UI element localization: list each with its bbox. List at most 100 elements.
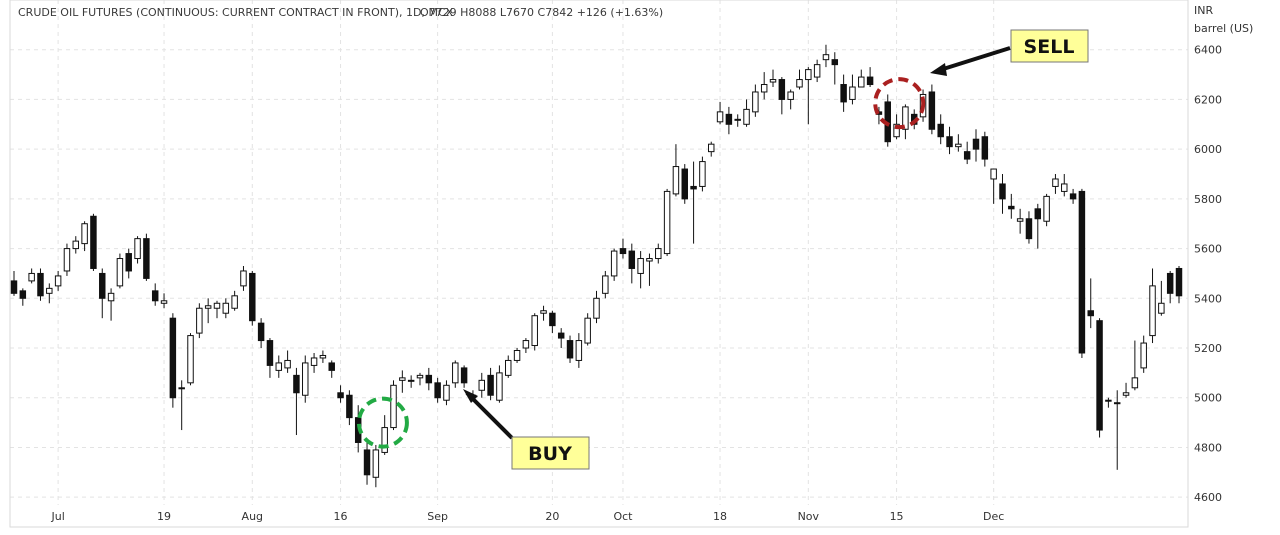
candle xyxy=(628,243,636,284)
y-tick-label: 6200 xyxy=(1194,93,1222,106)
candle-body-up xyxy=(1131,377,1139,389)
candle-body-up xyxy=(116,258,124,287)
candle-body-down xyxy=(460,367,468,384)
candle xyxy=(407,375,415,388)
candle xyxy=(946,126,953,155)
candle xyxy=(266,338,274,378)
y-axis: 4600 4800 5000 5200 5400 5600 5800 6000 6200 6400 xyxy=(1194,44,1222,504)
candle xyxy=(760,72,768,100)
sell-circle-marker xyxy=(873,77,926,130)
candle xyxy=(619,238,627,259)
candle-body-up xyxy=(222,302,230,314)
candle-body-up xyxy=(593,297,600,319)
candle xyxy=(637,251,644,289)
candle xyxy=(28,268,35,284)
candle xyxy=(540,305,547,321)
candle-body-up xyxy=(160,300,168,304)
candle-body-up xyxy=(284,359,291,369)
candle-body-up xyxy=(707,143,715,153)
candle-body-up xyxy=(893,123,900,138)
candle-body-up xyxy=(1043,195,1050,222)
sell-label-box xyxy=(1010,29,1089,63)
candle xyxy=(1149,268,1156,344)
candle-body-down xyxy=(19,290,27,299)
candle xyxy=(831,52,839,85)
candle xyxy=(513,348,521,363)
candle-body-up xyxy=(858,76,865,88)
candle-body-down xyxy=(725,113,733,125)
candle xyxy=(990,168,997,204)
candle xyxy=(107,288,115,321)
x-tick-label: Oct xyxy=(613,510,633,523)
candle-body-down xyxy=(972,138,980,150)
sell-arrow xyxy=(939,46,1011,72)
candle-body-up xyxy=(699,161,706,187)
candle xyxy=(849,74,856,105)
candle-body-up xyxy=(805,69,812,81)
x-tick-label: Sep xyxy=(427,510,448,523)
candle xyxy=(372,444,380,488)
candle xyxy=(257,318,265,349)
candle xyxy=(937,114,944,145)
candle xyxy=(646,253,653,286)
candle xyxy=(134,236,141,264)
candle-body-up xyxy=(407,379,415,382)
candle-body-down xyxy=(1069,193,1077,200)
candle xyxy=(672,144,680,197)
candle-body-down xyxy=(619,248,627,255)
candle-body-up xyxy=(310,357,318,366)
candle-body-down xyxy=(928,91,936,130)
candle-body-down xyxy=(434,382,441,399)
candle-body-down xyxy=(1034,208,1042,220)
candle xyxy=(204,298,212,324)
candle-body-down xyxy=(999,183,1006,200)
candle-body-up xyxy=(513,350,521,361)
candle-body-up xyxy=(752,91,759,113)
candle xyxy=(805,67,812,125)
currency-label: INR xyxy=(1194,4,1213,17)
candle xyxy=(1096,318,1103,438)
candle-body-up xyxy=(107,292,115,302)
y-tick-label: 5400 xyxy=(1194,292,1222,305)
candle xyxy=(151,283,159,306)
candle xyxy=(1113,390,1121,470)
candle xyxy=(752,84,759,117)
candle xyxy=(293,367,300,436)
candle-body-up xyxy=(204,305,212,309)
candle xyxy=(1069,188,1077,204)
candle xyxy=(337,385,344,403)
candle-body-up xyxy=(372,449,380,478)
candle-body-down xyxy=(1166,272,1174,294)
candle-body-down xyxy=(1175,267,1183,297)
candle-body-up xyxy=(734,118,741,121)
candle-body-down xyxy=(125,253,132,272)
candle-body-up xyxy=(610,250,618,277)
candle-body-up xyxy=(399,377,406,381)
x-tick-label: 18 xyxy=(713,510,727,523)
candle xyxy=(813,59,821,83)
candle-body-up xyxy=(584,317,591,344)
candle xyxy=(37,268,44,301)
candle-body-up xyxy=(716,111,724,123)
candle-body-down xyxy=(963,151,971,160)
candle xyxy=(734,114,741,127)
candle xyxy=(249,270,256,326)
candle xyxy=(928,84,936,135)
candle-body-down xyxy=(566,340,574,359)
plot-border xyxy=(9,0,1189,528)
candle xyxy=(1052,174,1059,194)
candle xyxy=(416,372,424,386)
candle-body-down xyxy=(249,272,256,322)
candle xyxy=(858,69,865,88)
candle-body-up xyxy=(63,248,71,272)
candle-body-up xyxy=(213,302,221,309)
x-tick-label: Nov xyxy=(798,510,820,523)
x-tick-label: Jul xyxy=(50,510,64,523)
candle xyxy=(1034,203,1042,249)
candle xyxy=(425,367,433,391)
candle xyxy=(399,370,406,393)
candle xyxy=(240,265,247,291)
x-tick-label: 16 xyxy=(334,510,348,523)
candle xyxy=(505,355,512,378)
buy-label-box xyxy=(511,436,590,470)
